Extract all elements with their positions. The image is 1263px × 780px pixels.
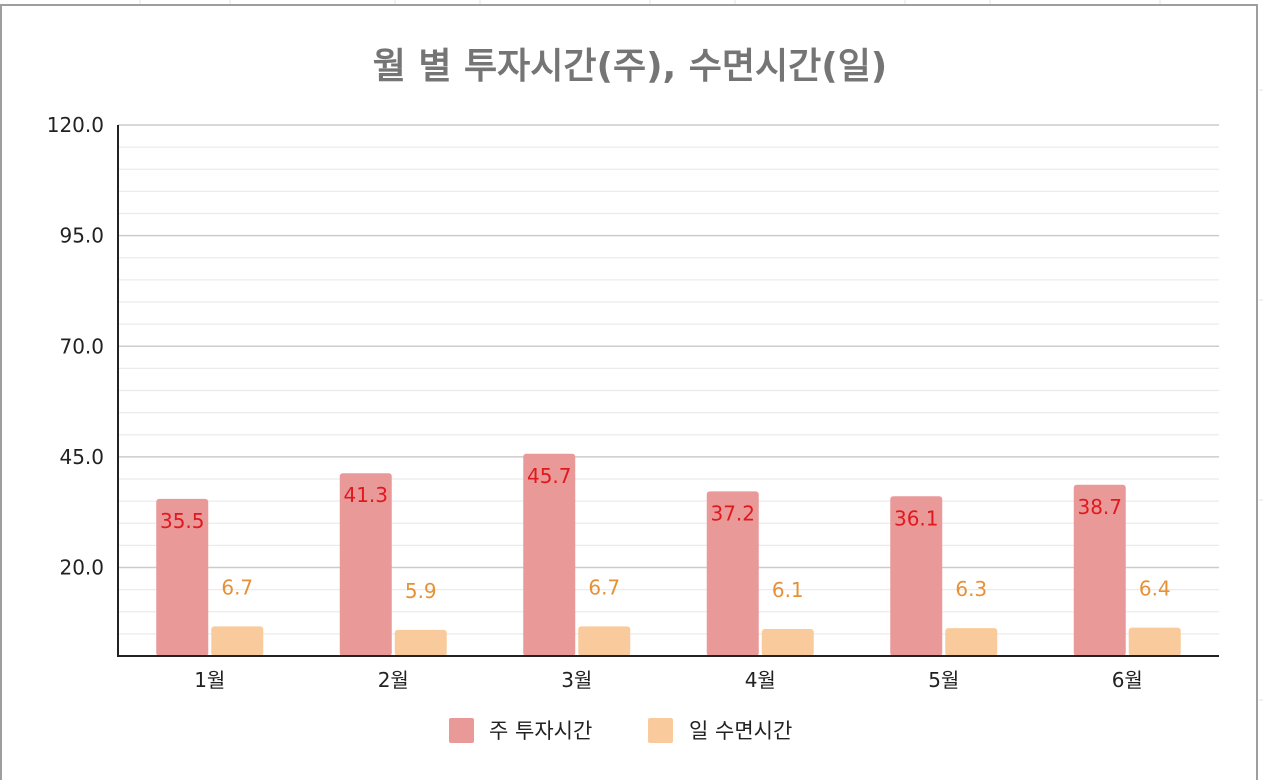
data-label-series-2-2: 5.9 bbox=[405, 579, 437, 603]
chart-frame[interactable] bbox=[0, 4, 1258, 780]
data-label-series-2-4: 6.1 bbox=[772, 578, 804, 602]
y-tick-label: 70.0 bbox=[59, 334, 104, 358]
bar-series-1-4[interactable] bbox=[706, 491, 759, 656]
data-label-series-1-5: 36.1 bbox=[894, 506, 939, 530]
legend-swatch-series-2 bbox=[648, 718, 673, 743]
bar-series-2-4[interactable] bbox=[761, 629, 814, 656]
data-label-series-2-6: 6.4 bbox=[1139, 577, 1171, 601]
data-label-series-1-4: 37.2 bbox=[710, 501, 755, 525]
data-label-series-2-3: 6.7 bbox=[588, 575, 620, 599]
data-label-series-2-1: 6.7 bbox=[221, 575, 253, 599]
legend-label-series-2: 일 수면시간 bbox=[689, 719, 792, 743]
data-labels: 35.5 6.7 41.3 5.9 45.7 6.7 37.2 6.1 36.1 6.3 38.7 6… bbox=[160, 464, 1171, 603]
bar-series-2-1[interactable] bbox=[211, 626, 264, 656]
bar-series-2-3[interactable] bbox=[578, 626, 631, 656]
legend-label-series-1: 주 투자시간 bbox=[489, 719, 592, 743]
x-tick-label: 3월 bbox=[561, 668, 592, 692]
legend-swatch-series-1 bbox=[449, 718, 474, 743]
data-label-series-2-5: 6.3 bbox=[955, 577, 987, 601]
chart-title: 월 별 투자시간(주), 수면시간(일) bbox=[373, 46, 888, 87]
x-tick-label: 5월 bbox=[928, 668, 959, 692]
y-tick-label: 120.0 bbox=[47, 113, 104, 137]
data-label-series-1-2: 41.3 bbox=[343, 483, 388, 507]
legend[interactable]: 주 투자시간 일 수면시간 bbox=[449, 718, 792, 743]
y-tick-label: 20.0 bbox=[59, 556, 104, 580]
x-axis-tick-labels: 1월 2월 3월 4월 5월 6월 bbox=[194, 668, 1143, 692]
x-tick-label: 6월 bbox=[1112, 668, 1143, 692]
bar-series-1-5[interactable] bbox=[890, 496, 943, 656]
data-label-series-1-3: 45.7 bbox=[527, 464, 572, 488]
bars[interactable] bbox=[156, 453, 1181, 656]
bar-series-2-2[interactable] bbox=[394, 629, 447, 656]
data-label-series-1-1: 35.5 bbox=[160, 509, 205, 533]
bar-series-1-1[interactable] bbox=[156, 498, 209, 656]
bar-series-1-3[interactable] bbox=[523, 453, 576, 656]
bar-series-2-5[interactable] bbox=[945, 628, 998, 656]
bar-series-1-6[interactable] bbox=[1073, 484, 1126, 656]
y-tick-label: 45.0 bbox=[59, 445, 104, 469]
x-tick-label: 2월 bbox=[378, 668, 409, 692]
bar-series-1-2[interactable] bbox=[339, 473, 392, 656]
spreadsheet-gridlines bbox=[139, 0, 1263, 701]
bar-series-2-6[interactable] bbox=[1128, 627, 1181, 656]
x-tick-label: 4월 bbox=[745, 668, 776, 692]
gridlines bbox=[118, 124, 1219, 635]
data-label-series-1-6: 38.7 bbox=[1077, 495, 1122, 519]
y-tick-label: 95.0 bbox=[59, 224, 104, 248]
y-axis-tick-labels: 20.0 45.0 70.0 95.0 120.0 bbox=[47, 113, 104, 580]
x-tick-label: 1월 bbox=[194, 668, 225, 692]
